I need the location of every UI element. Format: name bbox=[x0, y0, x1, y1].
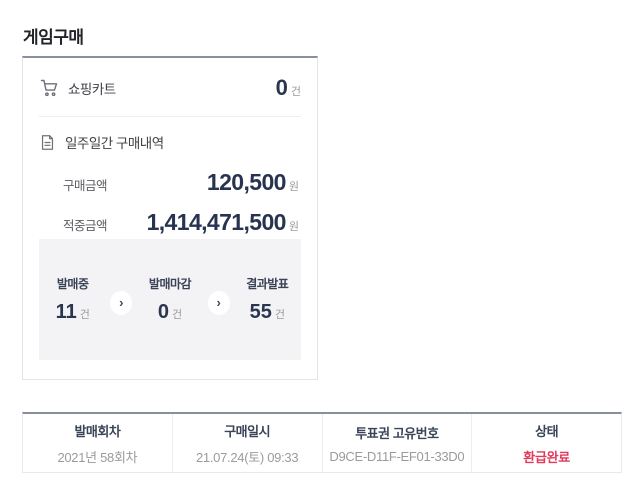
chevron-right-icon: › bbox=[207, 290, 230, 315]
purchase-history-table: 발매회차 2021년 58회차 구매일시 21.07.24(토) 09:33 투… bbox=[22, 412, 622, 473]
shopping-cart-row[interactable]: 쇼핑카트 0 건 bbox=[23, 58, 317, 101]
table-col-ticket-number: 투표권 고유번호 D9CE-D11F-EF01-33D0 bbox=[321, 414, 472, 472]
document-icon bbox=[39, 134, 56, 151]
shopping-cart-icon bbox=[39, 78, 59, 98]
winning-amount-value: 1,414,471,500 bbox=[146, 209, 287, 235]
status-badge: 환급완료 bbox=[523, 449, 570, 465]
purchase-summary-card: 쇼핑카트 0 건 일주일간 구매내역 구매금액 120,500 원 적중금액 1… bbox=[22, 56, 318, 380]
stat-results-announced[interactable]: 결과발표 55 건 bbox=[246, 277, 289, 323]
table-col-status: 상태 환급완료 bbox=[471, 414, 621, 472]
table-col-purchase-datetime: 구매일시 21.07.24(토) 09:33 bbox=[171, 414, 322, 472]
cart-count: 0 건 bbox=[275, 75, 301, 100]
sale-status-panel: 발매중 11 건 › 발매마감 0 건 › 결과발표 55 건 bbox=[39, 239, 301, 360]
page-title: 게임구매 bbox=[23, 28, 84, 47]
chevron-right-icon: › bbox=[110, 290, 133, 315]
weekly-history-header: 일주일간 구매내역 bbox=[23, 117, 317, 152]
stat-on-sale[interactable]: 발매중 11 건 bbox=[55, 277, 90, 323]
weekly-history-title: 일주일간 구매내역 bbox=[65, 136, 164, 151]
shopping-cart-label: 쇼핑카트 bbox=[68, 82, 116, 97]
purchase-amount-value: 120,500 bbox=[206, 169, 287, 195]
stat-sale-closed[interactable]: 발매마감 0 건 bbox=[148, 277, 192, 323]
winning-amount-row: 적중금액 1,414,471,500 원 bbox=[63, 209, 299, 235]
table-col-round: 발매회차 2021년 58회차 bbox=[57, 423, 138, 465]
purchase-amount-row: 구매금액 120,500 원 bbox=[63, 169, 299, 195]
card-divider bbox=[39, 116, 301, 117]
